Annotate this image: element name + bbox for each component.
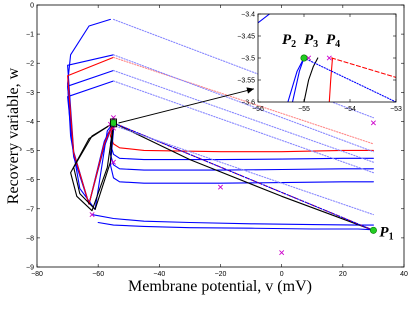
zoom-callout-arrow [118,88,255,124]
main-series-group [67,18,374,231]
main-equilibrium-point [369,226,377,234]
main-y-tick-label: −4 [26,119,34,126]
main-x-axis-label: Membrane potential, v (mV) [128,278,312,295]
point-label-p4: P4 [326,32,340,50]
main-x-tick-label: 20 [339,271,347,278]
main-series-line [67,18,115,210]
inset-series-line [287,57,305,102]
inset-x-tick-label: −53 [390,106,402,113]
main-y-tick-label: −1 [26,32,34,39]
point-label-p2: P2 [282,32,296,50]
main-x-marker [217,184,224,190]
main-x-marker [279,250,285,256]
main-x-tick-label: 0 [280,271,284,278]
main-x-marker [89,212,95,218]
inset-series-group [258,14,396,102]
zoom-callout-arrowhead [246,87,254,94]
main-x-tick-label: −40 [153,271,165,278]
main-series-line [109,130,374,184]
main-x-marker [370,120,376,126]
point-labels-group: P1 P2 P3 P4 [282,32,394,242]
main-y-tick-label: −9 [26,265,34,272]
inset-y-tick-label: −3.45 [237,34,255,41]
inset-series-line [291,57,305,102]
inset-y-tick-label: −3.55 [237,78,255,85]
inset-annotations-group [300,54,332,62]
zoom-callout-group [109,87,255,128]
main-series-line [112,80,374,174]
inset-y-tick-label: −3.6 [241,100,255,107]
main-series-line [112,54,374,153]
main-y-tick-label: −3 [26,90,34,97]
main-x-tick-label: 40 [400,271,408,278]
main-y-axis-label: Recovery variable, w [5,67,22,204]
inset-equilibrium-point [300,54,308,62]
main-y-tick-label: −2 [26,61,34,68]
inset-series-line [328,57,334,102]
main-x-tick-label: −60 [92,271,104,278]
main-series-line [112,124,374,216]
inset-series-line [258,14,271,24]
main-series-line [112,122,374,231]
main-series-line [67,56,115,205]
zoom-region-box [109,118,117,128]
inset-y-tick-label: −3.5 [241,56,255,63]
main-series-line [112,122,374,231]
main-x-tick-label: −20 [215,271,227,278]
inset-x-tick-label: −55 [298,106,310,113]
inset-axis-ticks: −56 −55 −54 −53 −3.6 −3.55 −3.5 −3.45 −3.4 [237,12,402,114]
inset-series-line [303,57,319,102]
main-y-tick-label: −5 [26,148,34,155]
inset-x-tick-label: −56 [252,106,264,113]
main-x-marker [110,159,116,165]
main-series-line [97,221,374,231]
main-y-tick-label: 0 [30,3,34,10]
inset-x-tick-label: −54 [344,106,356,113]
point-label-p1: P1 [379,224,393,242]
main-series-line [112,69,374,163]
main-y-tick-label: −8 [26,235,34,242]
inset-series-line [331,57,396,78]
inset-x-marker [326,55,332,61]
main-series-line [67,80,115,205]
main-series-line [112,56,374,145]
main-series-line [73,122,115,210]
main-axis-ticks: −80 −60 −40 −20 0 20 40 −9 −8 −7 −6 −5 −4 −3 −2 −1 0 [26,3,408,279]
main-y-tick-label: −6 [26,177,34,184]
main-series-line [112,18,374,119]
main-x-tick-label: −80 [31,271,43,278]
inset-plot-background [258,14,396,102]
main-equilibrium-point [109,119,117,127]
main-series-line [70,122,115,212]
inset-y-tick-label: −3.4 [241,12,255,19]
main-y-tick-label: −7 [26,206,34,213]
inset-series-line [303,57,396,102]
point-label-p3: P3 [304,32,318,50]
main-series-line [91,214,374,226]
